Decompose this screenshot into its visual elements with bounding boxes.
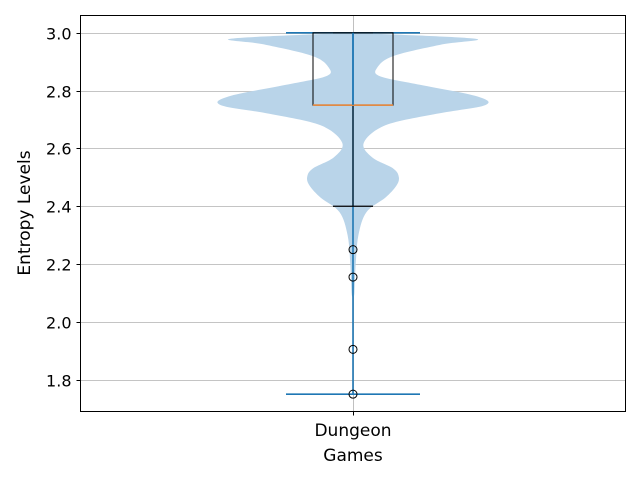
- x-tick-label: Dungeon: [314, 421, 391, 441]
- x-axis-ticks: Dungeon: [314, 411, 392, 441]
- outlier-point: [348, 245, 358, 255]
- y-tick-label: 2.0: [46, 314, 71, 333]
- y-tick-label: 1.8: [46, 372, 71, 391]
- y-tick-label: 2.6: [46, 140, 71, 159]
- box-plot: [312, 32, 394, 207]
- y-tick-label: 2.8: [46, 83, 71, 102]
- outlier-point: [348, 272, 358, 282]
- y-tick-label: 3.0: [46, 25, 71, 44]
- y-axis-label: Entropy Levels: [15, 150, 35, 275]
- outlier-point: [348, 344, 358, 354]
- y-axis-ticks: 1.8 2.0 2.2 2.4 2.6 2.8 3.0: [46, 25, 81, 391]
- y-tick-label: 2.2: [46, 256, 71, 275]
- x-axis-label: Games: [323, 446, 383, 466]
- y-tick-label: 2.4: [46, 198, 71, 217]
- outlier-points: [348, 245, 358, 399]
- outlier-point: [348, 389, 358, 399]
